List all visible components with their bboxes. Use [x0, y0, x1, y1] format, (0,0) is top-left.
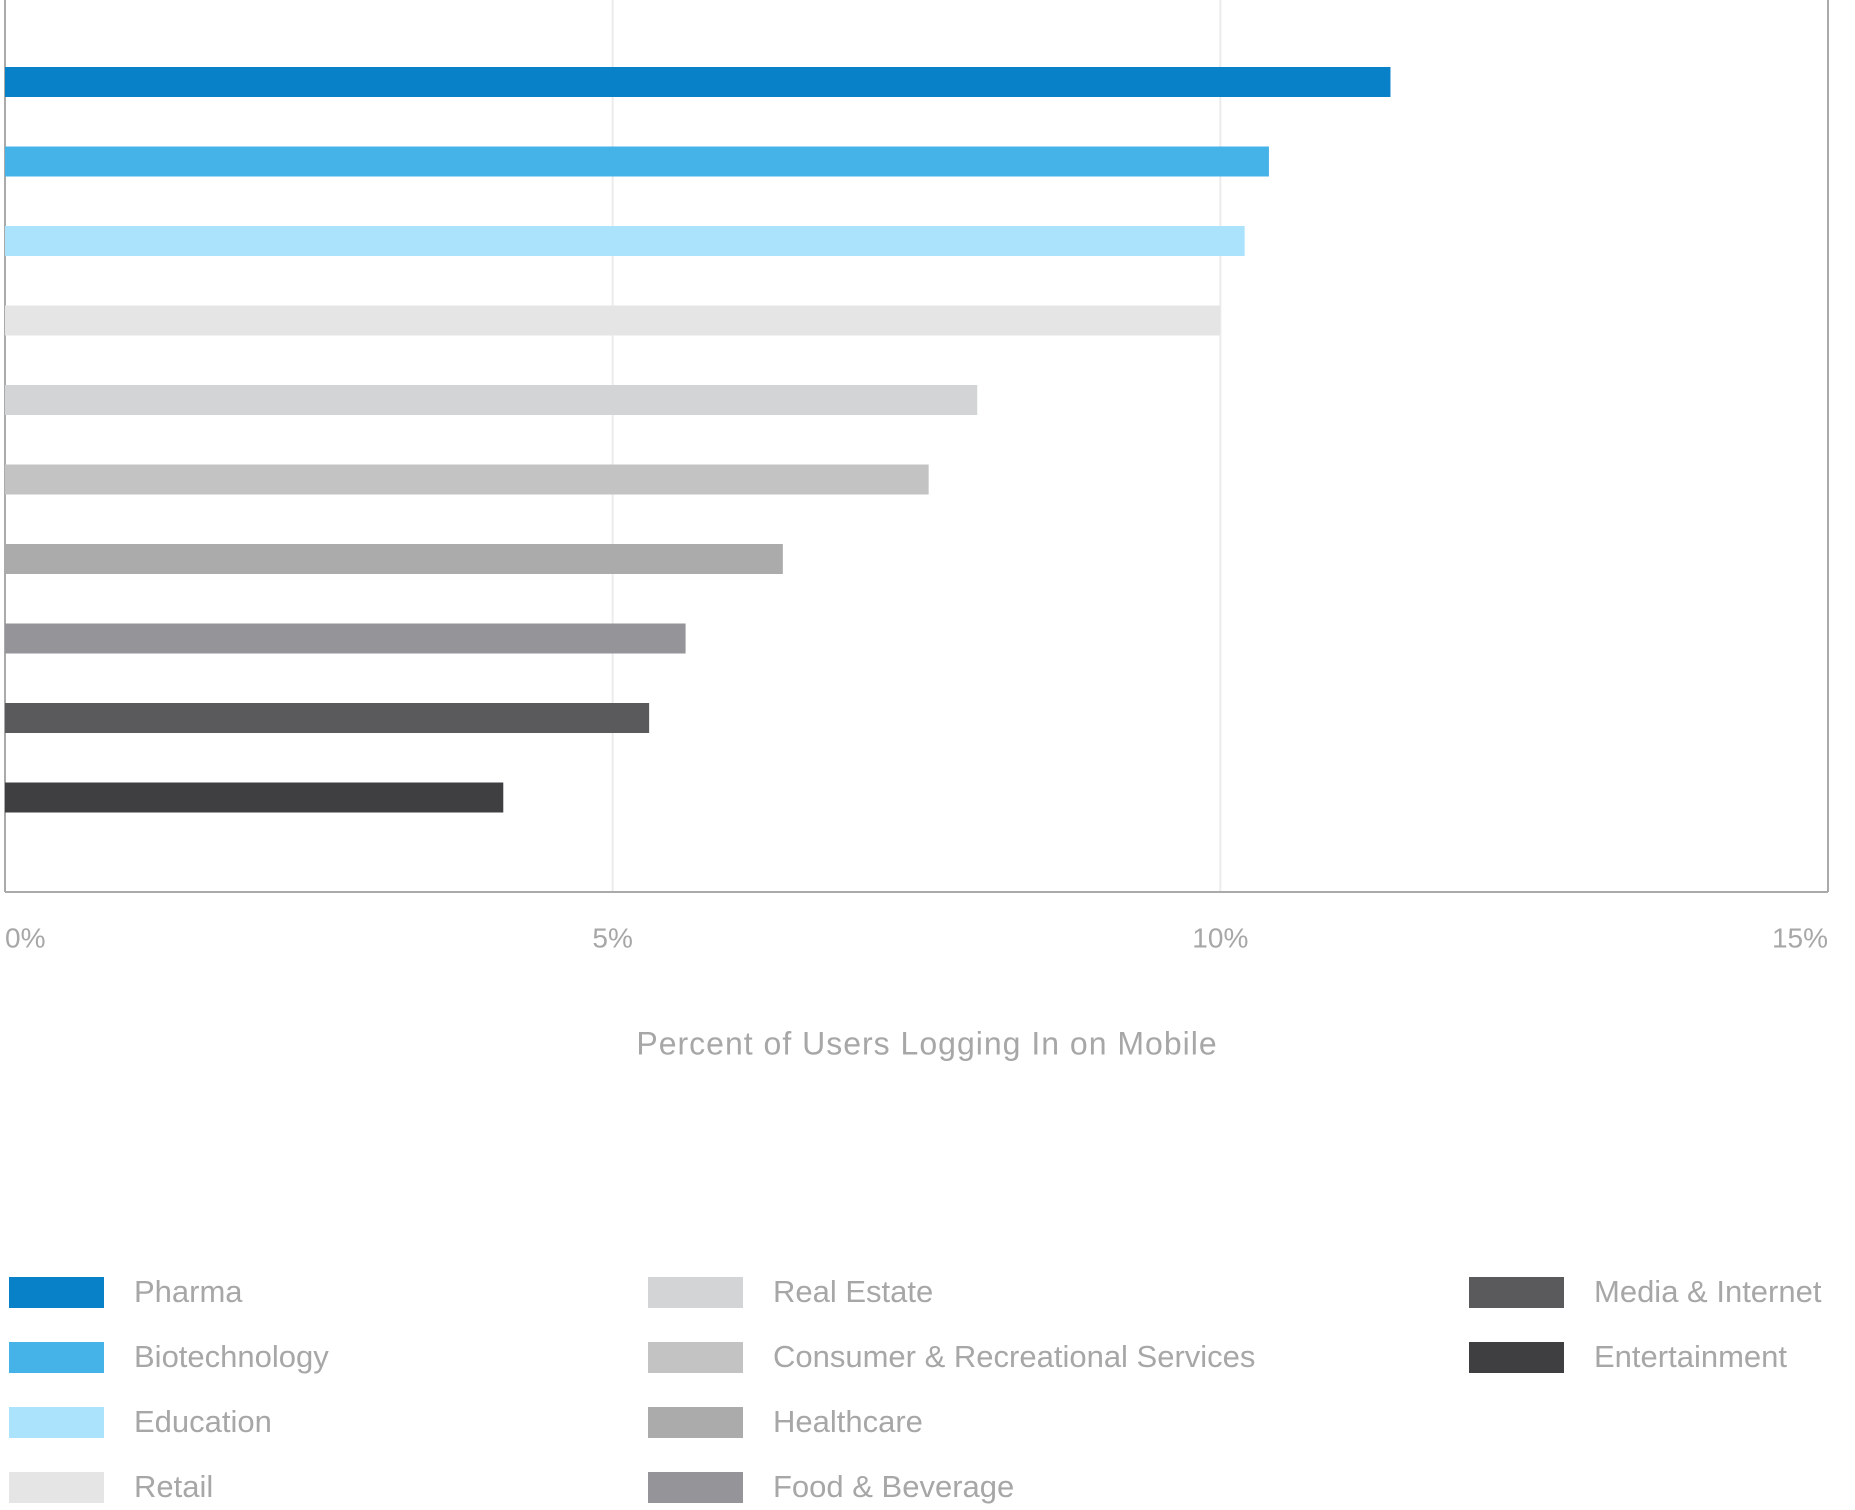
legend-label: Biotechnology: [134, 1339, 329, 1374]
legend-swatch: [648, 1472, 743, 1503]
legend-label: Healthcare: [773, 1404, 923, 1439]
legend-swatch: [648, 1407, 743, 1438]
legend-label: Pharma: [134, 1274, 243, 1309]
legend-label: Retail: [134, 1469, 213, 1504]
legend-label: Food & Beverage: [773, 1469, 1014, 1504]
bar: [5, 385, 978, 415]
bar: [5, 67, 1391, 97]
x-tick-label: 5%: [592, 922, 632, 953]
x-axis-title: Percent of Users Logging In on Mobile: [636, 1025, 1217, 1061]
legend-swatch: [1469, 1342, 1564, 1373]
bar: [5, 544, 783, 574]
legend-swatch: [9, 1342, 104, 1373]
bar: [5, 703, 650, 733]
legend-swatch: [648, 1342, 743, 1373]
legend-label: Consumer & Recreational Services: [773, 1339, 1255, 1374]
legend-label: Education: [134, 1404, 272, 1439]
bar: [5, 305, 1221, 336]
legend-swatch: [9, 1277, 104, 1308]
legend-swatch: [9, 1407, 104, 1438]
bar: [5, 226, 1245, 256]
bar: [5, 623, 686, 654]
legend-label: Media & Internet: [1594, 1274, 1822, 1309]
legend-swatch: [1469, 1277, 1564, 1308]
bar: [5, 782, 504, 813]
x-tick-label: 0%: [5, 922, 45, 953]
legend-label: Real Estate: [773, 1274, 933, 1309]
x-tick-label: 15%: [1772, 922, 1828, 953]
bar: [5, 146, 1269, 177]
legend-swatch: [9, 1472, 104, 1503]
legend-label: Entertainment: [1594, 1339, 1787, 1374]
legend-swatch: [648, 1277, 743, 1308]
x-tick-label: 10%: [1192, 922, 1248, 953]
bar: [5, 464, 929, 495]
